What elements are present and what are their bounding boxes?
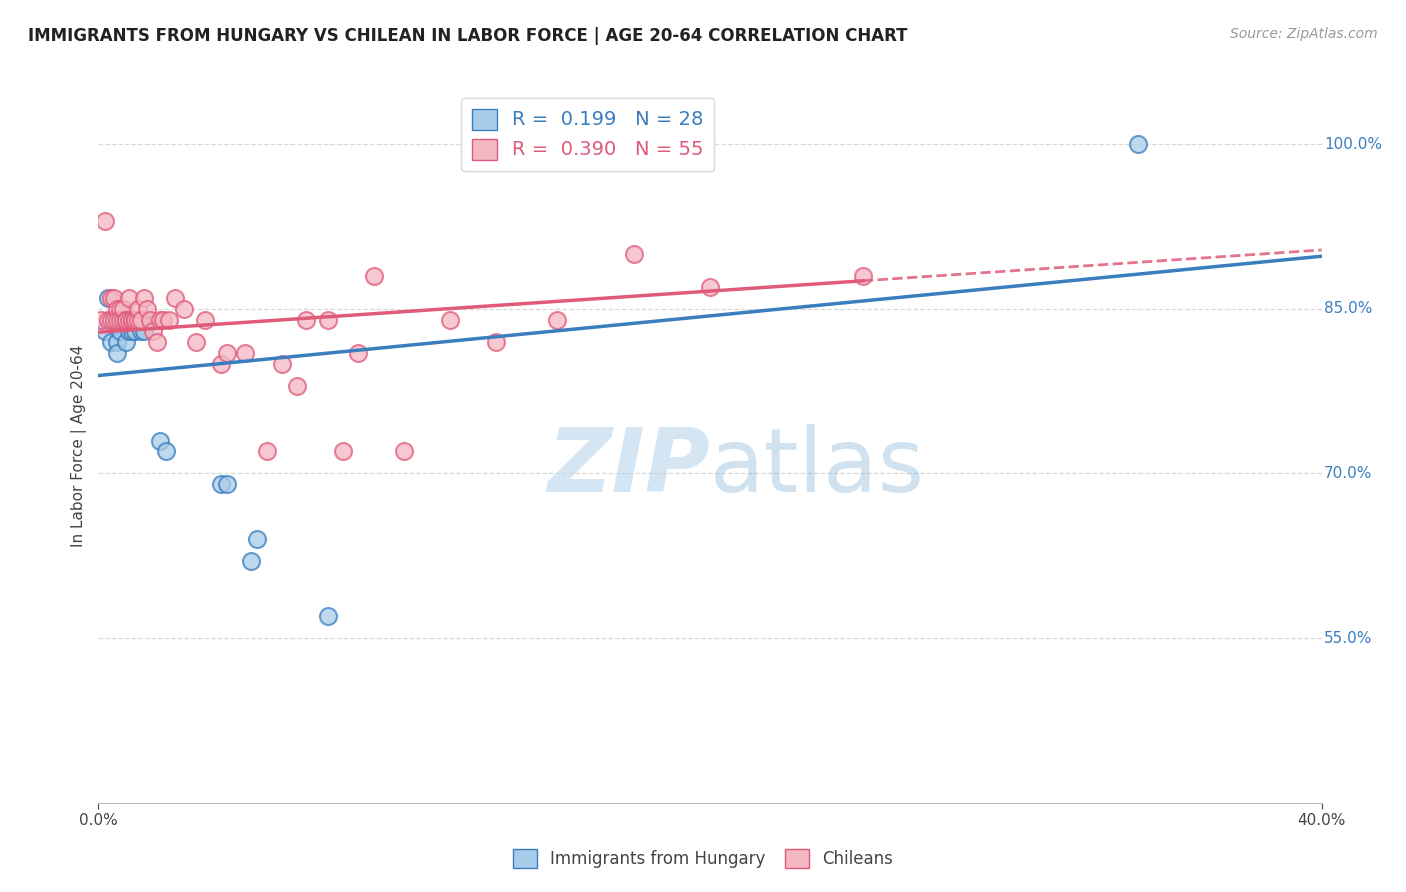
Point	[209, 477, 232, 491]
Point	[121, 312, 143, 326]
Text: 100.0%: 100.0%	[1324, 136, 1382, 152]
Point	[363, 268, 385, 283]
Point	[439, 312, 461, 326]
Point	[316, 312, 339, 326]
Point	[485, 334, 508, 349]
Point	[295, 312, 318, 326]
Point	[115, 334, 138, 349]
Point	[347, 345, 370, 359]
Point	[111, 301, 134, 316]
Point	[124, 312, 146, 326]
Point	[124, 324, 146, 338]
Point	[108, 312, 131, 326]
Point	[127, 312, 149, 326]
Point	[546, 312, 568, 326]
Point	[157, 312, 180, 326]
Point	[142, 324, 165, 338]
Point	[134, 324, 156, 338]
Point	[118, 312, 141, 326]
Point	[121, 312, 143, 326]
Point	[118, 324, 141, 338]
Point	[149, 434, 172, 448]
Point	[118, 291, 141, 305]
Point	[623, 247, 645, 261]
Point	[332, 444, 354, 458]
Text: Source: ZipAtlas.com: Source: ZipAtlas.com	[1230, 27, 1378, 41]
Point	[105, 312, 128, 326]
Point	[129, 312, 152, 326]
Point	[108, 301, 131, 316]
Point	[1128, 137, 1150, 152]
Point	[155, 444, 177, 458]
Point	[194, 312, 217, 326]
Point	[90, 312, 112, 326]
Point	[115, 312, 138, 326]
Legend: R =  0.199   N = 28, R =  0.390   N = 55: R = 0.199 N = 28, R = 0.390 N = 55	[461, 98, 714, 170]
Point	[139, 312, 162, 326]
Point	[124, 312, 146, 326]
Point	[215, 345, 238, 359]
Text: 85.0%: 85.0%	[1324, 301, 1372, 317]
Text: ZIP: ZIP	[547, 424, 710, 511]
Point	[111, 312, 134, 326]
Point	[136, 301, 159, 316]
Point	[100, 312, 122, 326]
Point	[93, 214, 115, 228]
Point	[103, 312, 125, 326]
Legend: Immigrants from Hungary, Chileans: Immigrants from Hungary, Chileans	[506, 842, 900, 875]
Point	[173, 301, 195, 316]
Point	[145, 334, 167, 349]
Point	[100, 291, 122, 305]
Point	[105, 334, 128, 349]
Point	[103, 291, 125, 305]
Text: IMMIGRANTS FROM HUNGARY VS CHILEAN IN LABOR FORCE | AGE 20-64 CORRELATION CHART: IMMIGRANTS FROM HUNGARY VS CHILEAN IN LA…	[28, 27, 908, 45]
Point	[93, 324, 115, 338]
Point	[149, 312, 172, 326]
Point	[121, 312, 143, 326]
Point	[270, 357, 292, 371]
Point	[118, 312, 141, 326]
Point	[186, 334, 208, 349]
Point	[105, 345, 128, 359]
Point	[97, 291, 120, 305]
Point	[97, 312, 120, 326]
Point	[108, 324, 131, 338]
Point	[215, 477, 238, 491]
Text: 55.0%: 55.0%	[1324, 631, 1372, 646]
Point	[852, 268, 875, 283]
Point	[152, 312, 174, 326]
Point	[163, 291, 186, 305]
Point	[127, 301, 149, 316]
Point	[108, 312, 131, 326]
Y-axis label: In Labor Force | Age 20-64: In Labor Force | Age 20-64	[72, 345, 87, 547]
Point	[129, 324, 152, 338]
Point	[100, 334, 122, 349]
Point	[240, 554, 263, 568]
Point	[316, 609, 339, 624]
Text: atlas: atlas	[710, 424, 925, 511]
Point	[103, 312, 125, 326]
Point	[246, 533, 269, 547]
Text: 70.0%: 70.0%	[1324, 466, 1372, 481]
Point	[105, 301, 128, 316]
Point	[256, 444, 278, 458]
Point	[285, 378, 308, 392]
Point	[209, 357, 232, 371]
Point	[134, 291, 156, 305]
Point	[121, 324, 143, 338]
Point	[136, 312, 159, 326]
Point	[233, 345, 256, 359]
Point	[699, 280, 721, 294]
Point	[111, 312, 134, 326]
Point	[392, 444, 416, 458]
Point	[127, 312, 149, 326]
Point	[115, 312, 138, 326]
Point	[115, 312, 138, 326]
